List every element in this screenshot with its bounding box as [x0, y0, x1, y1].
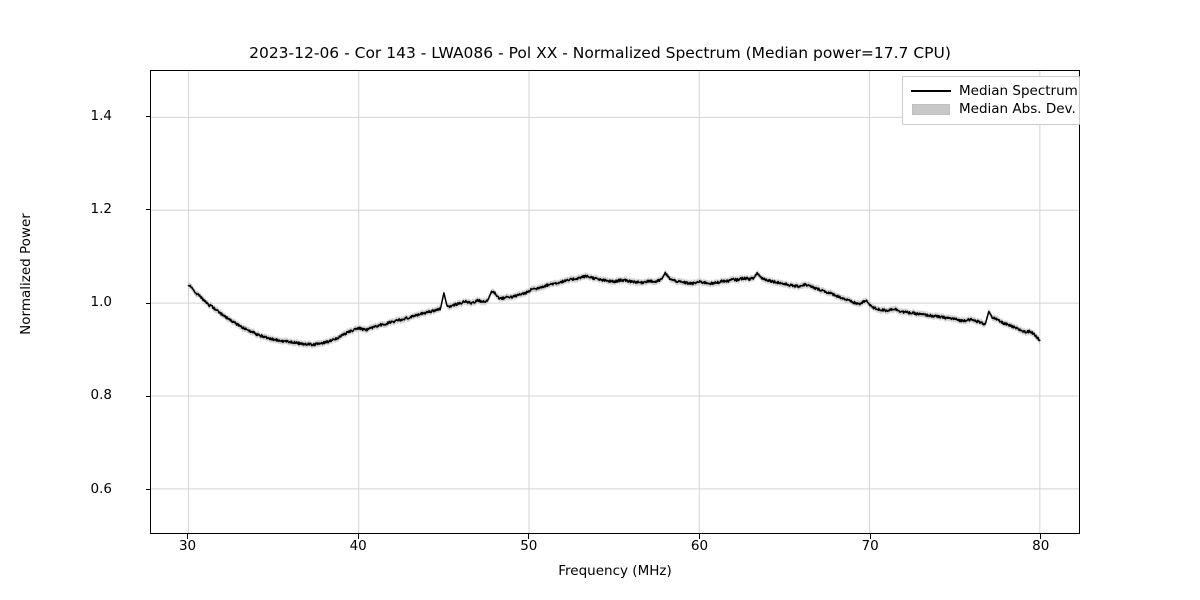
y-tick-label: 0.8 — [90, 387, 112, 404]
x-tick-mark — [869, 534, 871, 539]
x-tick-label: 70 — [861, 538, 879, 554]
y-tick-label: 0.6 — [90, 480, 112, 497]
x-axis-label: Frequency (MHz) — [558, 563, 672, 579]
y-tick-mark — [145, 302, 150, 304]
legend-item-median-abs-dev: Median Abs. Dev. — [911, 100, 1076, 118]
x-tick-label: 40 — [349, 538, 367, 554]
x-tick-mark — [187, 534, 189, 539]
spectrum-plot — [187, 269, 1041, 349]
x-tick-label: 60 — [690, 538, 709, 554]
x-tick-label: 80 — [1032, 538, 1050, 554]
legend-patch-swatch-icon — [911, 102, 951, 116]
legend-item-label: Median Abs. Dev. — [959, 101, 1076, 117]
y-tick-label: 1.4 — [90, 107, 112, 124]
legend-box: Median Spectrum Median Abs. Dev. — [902, 76, 1080, 125]
y-tick-label: 1.2 — [90, 200, 112, 217]
chart-title: 2023-12-06 - Cor 143 - LWA086 - Pol XX -… — [249, 44, 951, 62]
legend-item-median-spectrum: Median Spectrum — [911, 82, 1078, 100]
y-tick-mark — [145, 116, 150, 118]
plot-area — [150, 70, 1080, 534]
x-tick-label: 50 — [520, 538, 538, 554]
x-tick-mark — [357, 534, 359, 539]
y-axis-label: Normalized Power — [18, 213, 34, 335]
y-tick-mark — [145, 209, 150, 211]
x-tick-mark — [698, 534, 701, 539]
y-tick-mark — [145, 489, 150, 491]
y-tick-label: 1.0 — [90, 294, 112, 311]
legend-item-label: Median Spectrum — [959, 83, 1078, 99]
x-tick-mark — [1040, 534, 1042, 539]
x-tick-label: 30 — [178, 538, 197, 554]
x-tick-mark — [528, 534, 530, 539]
y-tick-mark — [145, 395, 150, 398]
legend-line-swatch-icon — [911, 84, 951, 98]
